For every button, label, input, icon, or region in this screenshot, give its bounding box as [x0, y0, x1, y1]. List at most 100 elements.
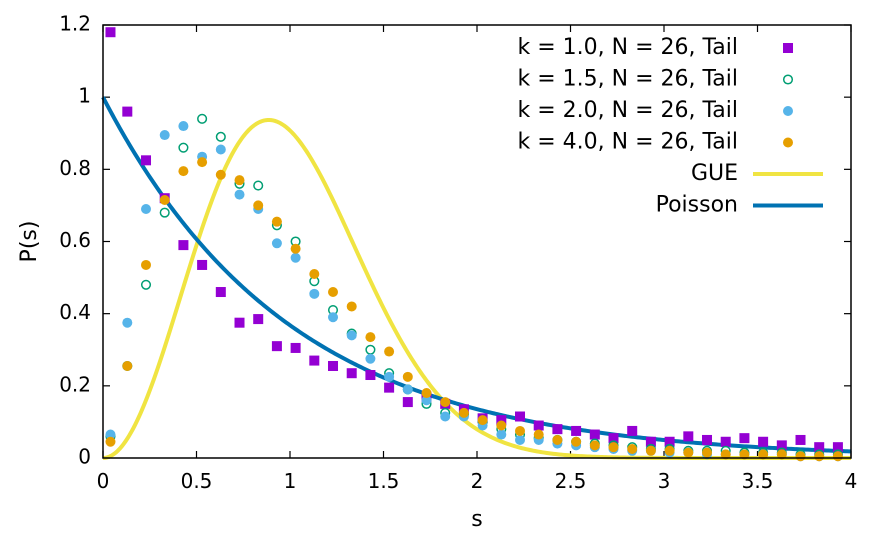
- legend-marker: [782, 74, 794, 85]
- data-point: [702, 434, 713, 445]
- y-tick-label: 0.2: [59, 372, 91, 396]
- data-point: [589, 440, 600, 451]
- legend-label: k = 1.0, N = 26, Tail: [518, 35, 739, 60]
- data-point: [533, 429, 544, 440]
- data-point: [402, 397, 413, 408]
- legend-marker: [783, 137, 793, 148]
- data-point: [178, 121, 189, 132]
- data-point: [571, 425, 582, 436]
- data-point: [421, 388, 432, 399]
- data-point: [496, 415, 507, 426]
- data-point: [105, 27, 116, 38]
- data-point: [758, 436, 769, 447]
- data-point: [234, 189, 245, 200]
- axes: 0 0.5 1 1.5 2 2.5 3 3.5 4 0 0.2 0.4 0.6 0.8 1 1.2: [59, 12, 857, 494]
- data-point: [141, 204, 152, 215]
- x-axis-label: s: [471, 507, 482, 532]
- data-point: [197, 157, 208, 168]
- data-point: [664, 445, 675, 456]
- data-point: [309, 355, 320, 366]
- data-point: [533, 420, 544, 431]
- data-point: [215, 131, 226, 142]
- data-point: [664, 436, 675, 447]
- data-point: [253, 200, 264, 211]
- legend-label: k = 1.5, N = 26, Tail: [518, 67, 739, 92]
- data-point: [290, 252, 301, 263]
- data-point: [552, 434, 563, 445]
- data-point: [215, 169, 226, 180]
- data-point: [814, 442, 825, 453]
- data-point: [271, 238, 282, 249]
- data-point: [328, 360, 339, 371]
- data-point: [515, 434, 526, 445]
- y-tick-label: 1: [78, 84, 91, 108]
- curves: [101, 96, 852, 460]
- data-point: [832, 451, 843, 462]
- data-point: [178, 142, 189, 153]
- data-point: [832, 442, 843, 453]
- y-tick-label: 0.6: [59, 228, 91, 252]
- data-point: [496, 420, 507, 431]
- data-point: [141, 155, 152, 166]
- data-point: [328, 312, 339, 323]
- data-point: [515, 425, 526, 436]
- y-tick-label: 0: [78, 445, 91, 469]
- data-point: [440, 397, 451, 408]
- data-point: [253, 180, 264, 191]
- data-point: [477, 415, 488, 426]
- plot-frame: [102, 24, 852, 459]
- x-tick-label: 1: [284, 469, 297, 493]
- legend-label: k = 4.0, N = 26, Tail: [518, 130, 739, 155]
- data-point: [571, 436, 582, 447]
- data-point: [159, 195, 170, 206]
- y-tick-label: 0.4: [59, 300, 91, 324]
- data-point: [702, 447, 713, 458]
- data-point: [795, 434, 806, 445]
- data-point: [290, 342, 301, 353]
- data-point: [776, 440, 787, 451]
- legend-label: GUE: [691, 161, 738, 186]
- legend-label: Poisson: [656, 193, 738, 218]
- data-point: [758, 449, 769, 460]
- x-tick-label: 0.5: [181, 469, 213, 493]
- data-point: [645, 436, 656, 447]
- data-point: [365, 332, 376, 343]
- data-point: [346, 330, 357, 341]
- data-point: [608, 442, 619, 453]
- data-point: [178, 240, 189, 251]
- data-point: [178, 166, 189, 177]
- data-point: [384, 382, 395, 393]
- data-point: [253, 314, 264, 325]
- data-point: [384, 371, 395, 382]
- data-point: [328, 287, 339, 298]
- data-point: [105, 429, 116, 440]
- data-points: [105, 27, 843, 462]
- x-tick-label: 3.5: [742, 469, 774, 493]
- x-tick-label: 0: [97, 469, 110, 493]
- data-point: [140, 279, 152, 290]
- x-tick-label: 2: [471, 469, 484, 493]
- data-point: [159, 130, 170, 141]
- series-1: [105, 27, 843, 453]
- data-point: [234, 175, 245, 186]
- data-point: [215, 287, 226, 298]
- data-point: [402, 384, 413, 395]
- data-point: [271, 341, 282, 352]
- data-point: [197, 113, 208, 124]
- data-point: [515, 411, 526, 422]
- x-tick-label: 2.5: [555, 469, 587, 493]
- data-point: [346, 368, 357, 379]
- data-point: [309, 288, 320, 299]
- data-point: [683, 431, 694, 442]
- data-point: [215, 144, 226, 155]
- data-point: [122, 360, 133, 371]
- x-tick-label: 4: [845, 469, 858, 493]
- y-axis-label: P(s): [17, 221, 42, 263]
- poisson-curve: [101, 96, 852, 454]
- data-point: [365, 370, 376, 381]
- legend: k = 1.0, N = 26, Tail k = 1.5, N = 26, Ta…: [518, 35, 823, 218]
- data-point: [683, 447, 694, 458]
- data-point: [365, 344, 376, 355]
- data-point: [384, 346, 395, 357]
